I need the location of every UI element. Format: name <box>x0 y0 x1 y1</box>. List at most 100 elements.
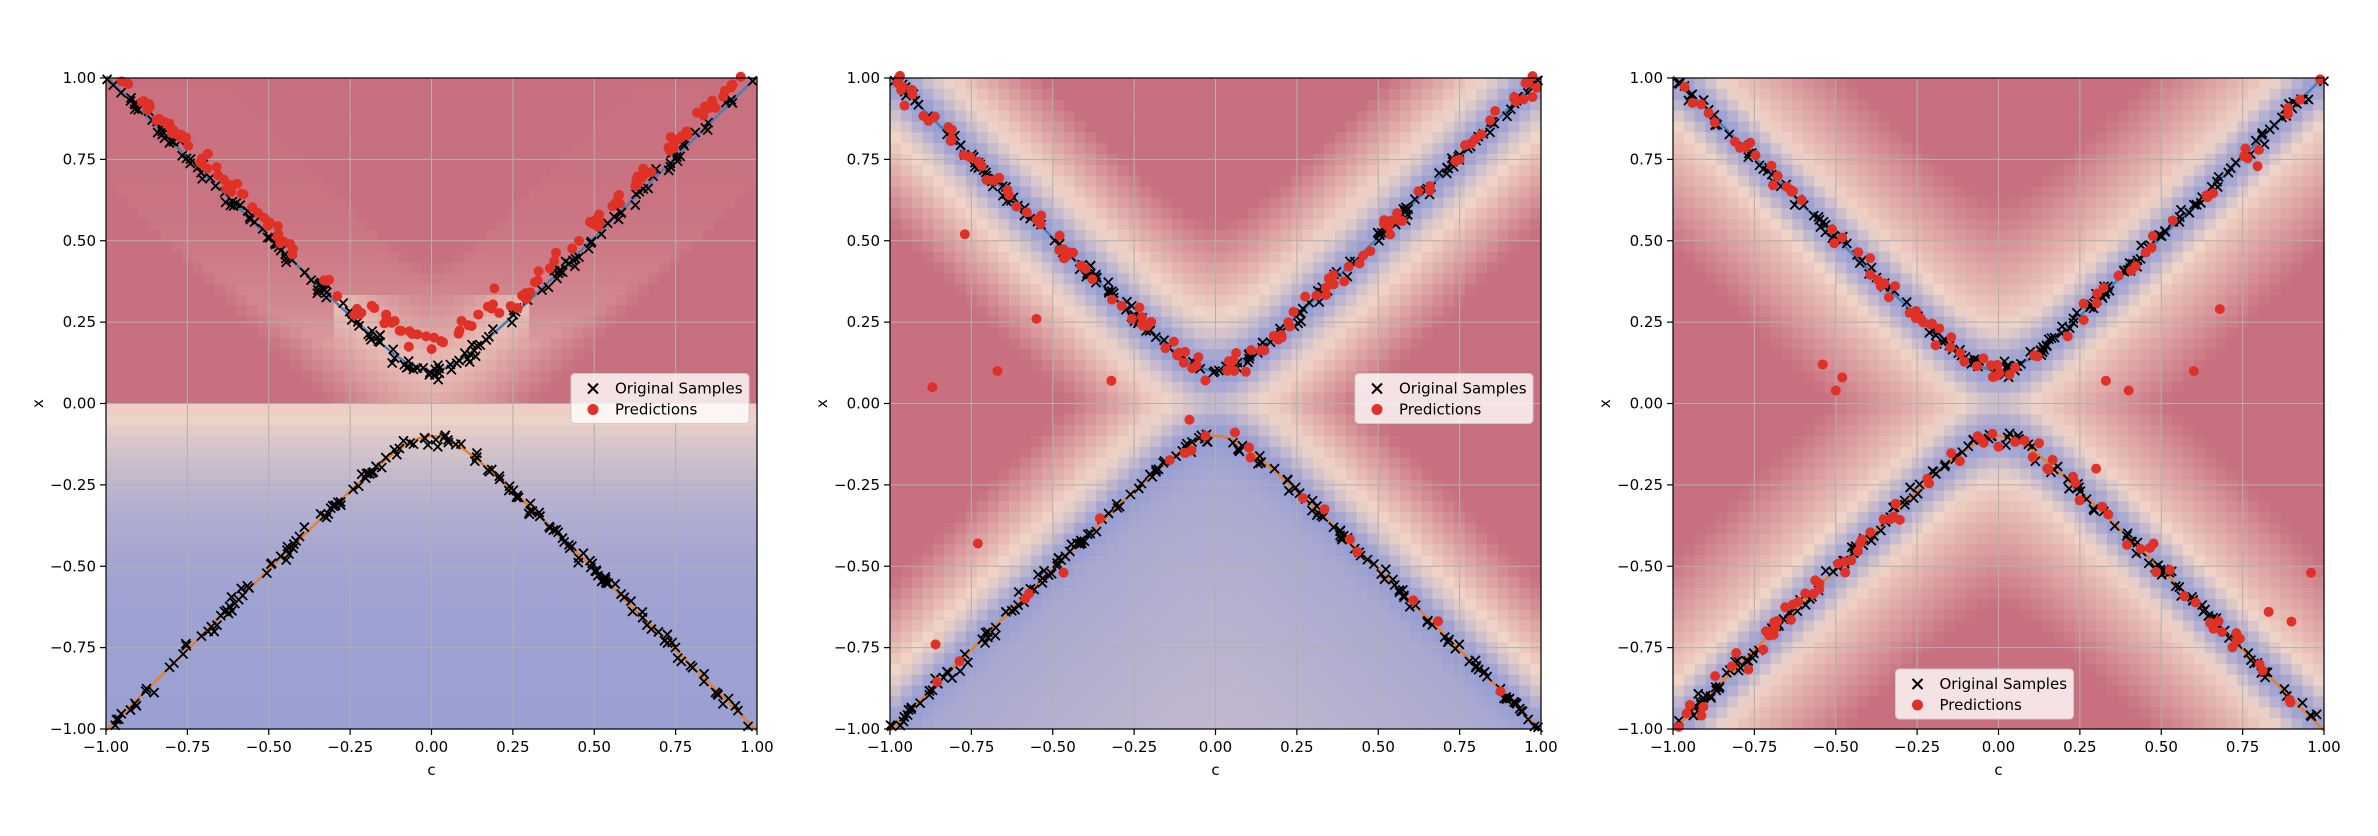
heatmap-cell <box>116 197 129 209</box>
heatmap-cell <box>366 121 378 133</box>
sample-point <box>675 151 686 162</box>
heatmap-cell <box>247 175 259 188</box>
heatmap-cell <box>127 219 140 231</box>
heatmap-cell <box>355 501 367 513</box>
heatmap-cell <box>149 457 161 470</box>
heatmap-cell <box>431 197 443 209</box>
heatmap-cell <box>998 327 1010 339</box>
heatmap-cell <box>1009 620 1021 632</box>
prediction-point <box>489 283 500 294</box>
heatmap-cell <box>540 273 552 285</box>
heatmap-cell <box>192 88 205 101</box>
heatmap-cell <box>605 251 617 264</box>
heatmap-cell <box>116 164 129 177</box>
sample-point <box>185 153 196 165</box>
heatmap-cell <box>420 674 433 687</box>
heatmap-cell <box>648 229 660 242</box>
heatmap-cell <box>225 631 237 643</box>
heatmap-cell <box>355 164 367 177</box>
heatmap-cell <box>388 403 400 415</box>
heatmap-cell <box>149 566 161 578</box>
heatmap-cell <box>944 653 956 665</box>
heatmap-cell <box>116 685 129 698</box>
heatmap-cell <box>388 685 400 698</box>
heatmap-cell <box>160 522 172 535</box>
heatmap-cell <box>550 490 563 502</box>
heatmap-cell <box>1020 175 1032 188</box>
heatmap-cell <box>171 208 183 220</box>
heatmap-cell <box>312 295 324 307</box>
heatmap-cell <box>464 229 476 242</box>
heatmap-cell <box>944 197 956 209</box>
heatmap-cell <box>355 229 367 242</box>
heatmap-cell <box>605 577 617 589</box>
heatmap-cell <box>496 631 509 643</box>
sample-point <box>646 624 657 635</box>
heatmap-cell <box>333 707 346 719</box>
heatmap-cell <box>257 327 270 339</box>
heatmap-cell <box>268 425 281 437</box>
heatmap-cell <box>998 403 1010 415</box>
heatmap-cell <box>236 143 248 155</box>
heatmap-cell <box>1031 88 1043 101</box>
heatmap-cell <box>236 555 248 567</box>
heatmap-cell <box>976 273 989 285</box>
heatmap-cell <box>453 425 465 437</box>
heatmap-cell <box>106 88 118 101</box>
heatmap-cell <box>594 512 606 524</box>
heatmap-cell <box>944 110 956 122</box>
heatmap-cell <box>529 533 541 546</box>
heatmap-cell <box>485 88 498 101</box>
heatmap-cell <box>890 295 902 307</box>
heatmap-cell <box>279 186 292 198</box>
heatmap-cell <box>998 501 1010 513</box>
heatmap-cell <box>890 403 902 415</box>
heatmap-cell <box>594 110 606 122</box>
heatmap-cell <box>279 609 292 622</box>
heatmap-cell <box>1020 501 1032 513</box>
heatmap-cell <box>713 436 726 448</box>
heatmap-cell <box>1031 370 1043 383</box>
heatmap-cell <box>735 240 747 253</box>
heatmap-cell <box>933 338 945 350</box>
heatmap-cell <box>735 663 747 676</box>
heatmap-cell <box>268 338 281 350</box>
heatmap-cell <box>691 718 704 730</box>
heatmap-cell <box>442 88 454 101</box>
heatmap-cell <box>464 533 476 546</box>
heatmap-cell <box>976 522 989 535</box>
heatmap-cell <box>247 381 259 394</box>
heatmap-cell <box>388 251 400 264</box>
heatmap-cell <box>377 533 389 546</box>
heatmap-cell <box>540 99 552 112</box>
heatmap-cell <box>735 501 747 513</box>
heatmap-cell <box>955 598 967 611</box>
heatmap-cell <box>464 99 476 112</box>
heatmap-cell <box>268 598 281 611</box>
heatmap-cell <box>955 555 967 567</box>
heatmap-cell <box>160 392 172 405</box>
heatmap-cell <box>464 587 476 600</box>
heatmap-cell <box>464 522 476 535</box>
heatmap-cell <box>138 674 150 687</box>
heatmap-cell <box>171 555 183 567</box>
heatmap-cell <box>976 240 989 253</box>
heatmap-cell <box>976 360 989 372</box>
heatmap-cell <box>648 522 660 535</box>
heatmap-cell <box>355 327 367 339</box>
heatmap-cell <box>323 620 335 632</box>
heatmap-cell <box>594 143 606 155</box>
heatmap-cell <box>160 468 172 481</box>
sample-point <box>453 355 465 366</box>
heatmap-cell <box>138 338 150 350</box>
heatmap-cell <box>247 620 259 632</box>
sample-point <box>513 492 524 503</box>
heatmap-cell <box>594 522 606 535</box>
heatmap-cell <box>1031 78 1043 90</box>
sample-point <box>723 693 734 704</box>
heatmap-cell <box>214 121 226 133</box>
heatmap-cell <box>724 533 736 546</box>
heatmap-cell <box>713 327 726 339</box>
heatmap-cell <box>106 295 118 307</box>
heatmap-cell <box>933 132 945 144</box>
